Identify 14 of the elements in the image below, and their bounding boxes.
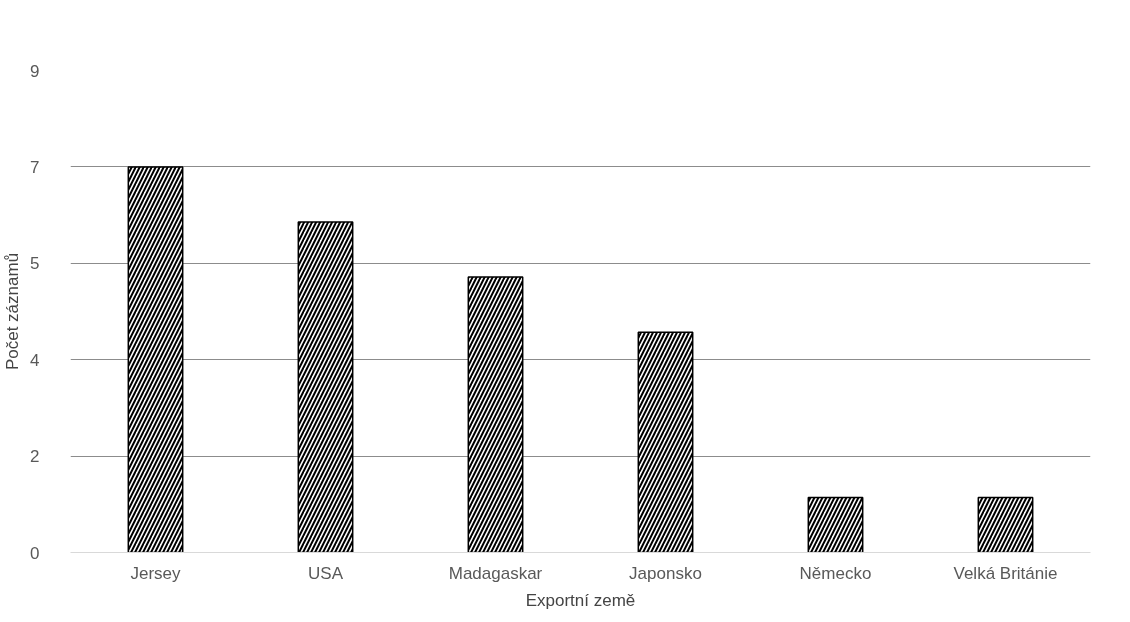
y-axis-title: Počet záznamů	[3, 252, 23, 371]
x-axis-title: Exportní země	[525, 590, 636, 610]
x-tick-label: USA	[308, 563, 344, 583]
x-tick-label: Velká Británie	[953, 563, 1058, 583]
x-tick-label: Německo	[799, 563, 872, 583]
y-tick-label: 9	[30, 61, 40, 81]
y-tick-label: 7	[30, 157, 40, 177]
x-tick-label: Madagaskar	[448, 563, 543, 583]
x-tick-label: Japonsko	[629, 563, 702, 583]
y-tick-label: 0	[30, 543, 40, 563]
y-tick-label: 2	[30, 447, 40, 467]
x-tick-label: Jersey	[130, 563, 182, 583]
y-tick-label: 5	[30, 254, 40, 274]
y-tick-label: 4	[30, 350, 40, 370]
